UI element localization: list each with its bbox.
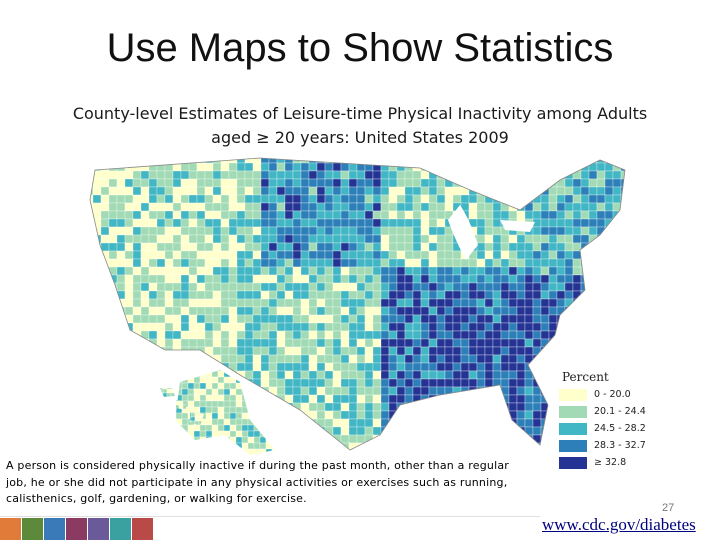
legend-label: 24.5 - 28.2 <box>594 423 646 434</box>
legend-item: 28.3 - 32.7 <box>558 438 678 453</box>
legend-swatch <box>558 404 588 419</box>
footer-color-block <box>44 518 65 540</box>
legend-swatch <box>558 421 588 436</box>
footer-color-block <box>88 518 109 540</box>
great-lakes <box>448 205 478 260</box>
legend-item: ≥ 32.8 <box>558 455 678 470</box>
legend-item: 24.5 - 28.2 <box>558 421 678 436</box>
legend-swatch <box>558 438 588 453</box>
slide-title: Use Maps to Show Statistics <box>106 26 614 70</box>
legend-label: 20.1 - 24.4 <box>594 406 646 417</box>
source-link[interactable]: www.cdc.gov/diabetes <box>542 515 696 534</box>
footer-color-block <box>0 518 21 540</box>
footer-color-block <box>132 518 153 540</box>
legend-item: 20.1 - 24.4 <box>558 404 678 419</box>
legend-swatch <box>558 387 588 402</box>
legend-swatch <box>558 455 588 470</box>
legend-label: 28.3 - 32.7 <box>594 440 646 451</box>
map-contiguous-states <box>90 158 625 450</box>
footer-color-block <box>22 518 43 540</box>
divider <box>0 516 540 517</box>
legend-label: ≥ 32.8 <box>594 457 627 468</box>
legend-item: 0 - 20.0 <box>558 387 678 402</box>
map-title: County-level Estimates of Leisure-time P… <box>72 104 648 147</box>
definition-text: A person is considered physically inacti… <box>6 459 510 505</box>
legend-title: Percent <box>562 370 609 384</box>
footer-color-block <box>110 518 131 540</box>
map-canvas <box>89 157 626 455</box>
legend-label: 0 - 20.0 <box>594 389 631 400</box>
footer-color-strip <box>0 518 154 540</box>
map-outline <box>89 157 626 451</box>
choropleth-map <box>0 150 720 480</box>
map-legend: Percent 0 - 20.0 20.1 - 24.4 24.5 - 28.2 28… <box>558 370 678 472</box>
footer-color-block <box>66 518 87 540</box>
lake-erie <box>500 220 535 232</box>
page-number: 27 <box>662 502 675 514</box>
